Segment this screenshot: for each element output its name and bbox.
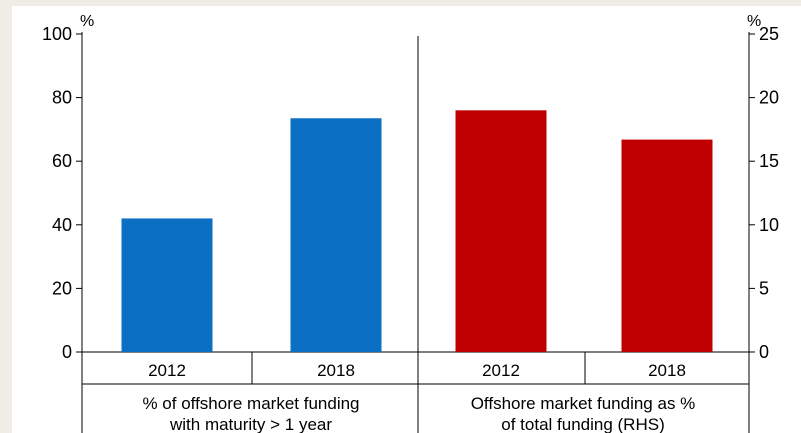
category-label: 2018	[317, 361, 355, 380]
bar-right-2012	[455, 110, 547, 352]
category-label: 2018	[648, 361, 686, 380]
right-axis-unit: %	[747, 13, 761, 30]
bar-left-2018	[290, 118, 382, 353]
right-y-tick-label: 10	[759, 215, 779, 235]
bar-left-2012	[121, 218, 213, 352]
left-panel-xlabel-line-2: with maturity > 1 year	[169, 415, 332, 433]
right-y-tick-label: 25	[759, 24, 779, 44]
right-y-tick-label: 5	[759, 278, 769, 298]
left-y-tick-label: 100	[42, 24, 72, 44]
left-panel-xlabel-line-1: % of offshore market funding	[142, 394, 359, 413]
left-y-tick-label: 80	[52, 88, 72, 108]
right-panel-xlabel-line-2: of total funding (RHS)	[501, 415, 664, 433]
left-y-tick-label: 0	[62, 342, 72, 362]
bar-right-2018	[621, 139, 713, 352]
chart-marks: 0 20 40 60 80 100 2012 2018 0 5 10 15 20 25 2012 2018	[42, 24, 779, 380]
chart: % % % of offshore market funding with ma…	[12, 6, 801, 433]
left-y-tick-label: 20	[52, 278, 72, 298]
right-y-tick-label: 0	[759, 342, 769, 362]
left-y-tick-label: 60	[52, 151, 72, 171]
right-panel-xlabel-line-1: Offshore market funding as %	[471, 394, 696, 413]
right-y-tick-label: 20	[759, 88, 779, 108]
left-y-tick-label: 40	[52, 215, 72, 235]
right-y-tick-label: 15	[759, 151, 779, 171]
left-axis-unit: %	[80, 13, 94, 30]
category-label: 2012	[482, 361, 520, 380]
category-label: 2012	[148, 361, 186, 380]
